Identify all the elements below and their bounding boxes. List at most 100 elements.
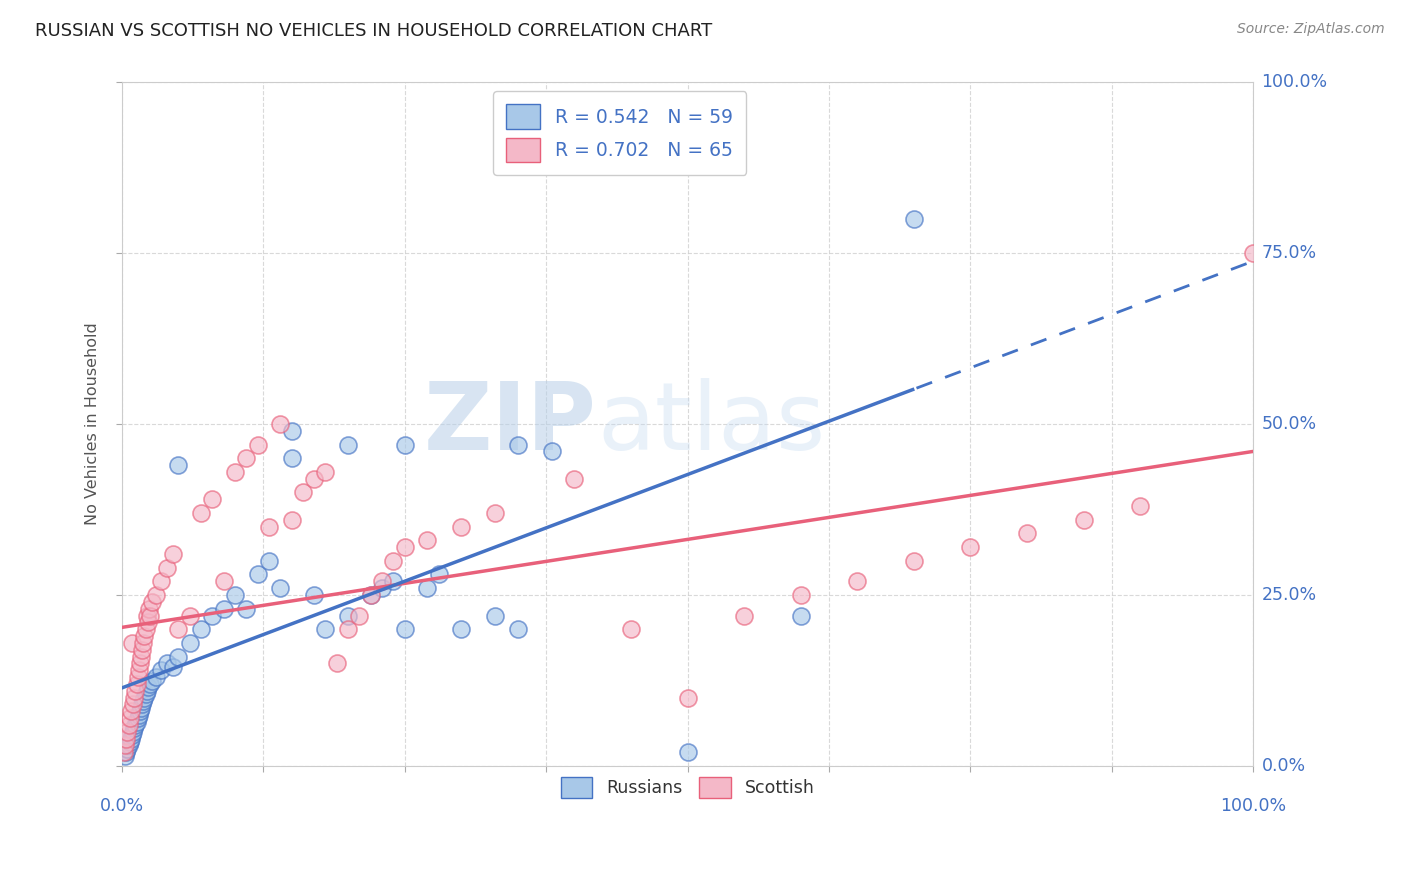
Point — [114, 739, 136, 753]
Point — [235, 601, 257, 615]
Point — [360, 588, 382, 602]
Point — [120, 731, 142, 746]
Point — [212, 601, 235, 615]
Point — [127, 670, 149, 684]
Point — [190, 622, 212, 636]
Point — [150, 663, 173, 677]
Point — [150, 574, 173, 589]
Point — [167, 458, 190, 472]
Point — [427, 567, 450, 582]
Point — [676, 690, 699, 705]
Point — [540, 444, 562, 458]
Point — [416, 581, 439, 595]
Point — [280, 451, 302, 466]
Point — [136, 681, 159, 695]
Point — [122, 724, 145, 739]
Point — [291, 485, 314, 500]
Point — [224, 588, 246, 602]
Point — [179, 608, 201, 623]
Text: atlas: atlas — [598, 378, 825, 470]
Point — [371, 574, 394, 589]
Point — [314, 465, 336, 479]
Point — [1073, 513, 1095, 527]
Point — [201, 492, 224, 507]
Point — [125, 714, 148, 729]
Point — [1015, 526, 1038, 541]
Point — [190, 506, 212, 520]
Text: 100.0%: 100.0% — [1261, 73, 1327, 91]
Point — [118, 735, 141, 749]
Point — [156, 657, 179, 671]
Point — [846, 574, 869, 589]
Point — [257, 554, 280, 568]
Point — [136, 615, 159, 630]
Text: 0.0%: 0.0% — [1261, 757, 1306, 775]
Point — [382, 574, 405, 589]
Point — [394, 540, 416, 554]
Point — [314, 622, 336, 636]
Point — [129, 657, 152, 671]
Point — [128, 707, 150, 722]
Point — [117, 718, 139, 732]
Point — [121, 636, 143, 650]
Point — [382, 554, 405, 568]
Point — [484, 506, 506, 520]
Point — [564, 472, 586, 486]
Text: ZIP: ZIP — [425, 378, 598, 470]
Point — [117, 742, 139, 756]
Y-axis label: No Vehicles in Household: No Vehicles in Household — [86, 323, 100, 525]
Point — [141, 673, 163, 688]
Point — [201, 608, 224, 623]
Point — [506, 437, 529, 451]
Point — [117, 739, 139, 753]
Point — [903, 554, 925, 568]
Point — [132, 694, 155, 708]
Point — [129, 649, 152, 664]
Text: 100.0%: 100.0% — [1220, 797, 1286, 814]
Point — [394, 437, 416, 451]
Point — [246, 567, 269, 582]
Text: 0.0%: 0.0% — [100, 797, 143, 814]
Point — [302, 588, 325, 602]
Text: 75.0%: 75.0% — [1261, 244, 1317, 262]
Point — [135, 687, 157, 701]
Point — [959, 540, 981, 554]
Point — [124, 718, 146, 732]
Point — [349, 608, 371, 623]
Point — [129, 701, 152, 715]
Text: RUSSIAN VS SCOTTISH NO VEHICLES IN HOUSEHOLD CORRELATION CHART: RUSSIAN VS SCOTTISH NO VEHICLES IN HOUSE… — [35, 22, 713, 40]
Point — [224, 465, 246, 479]
Point — [269, 417, 291, 431]
Point — [257, 519, 280, 533]
Point — [122, 698, 145, 712]
Point — [620, 622, 643, 636]
Point — [139, 677, 162, 691]
Point — [129, 704, 152, 718]
Point — [124, 690, 146, 705]
Point — [145, 670, 167, 684]
Point — [114, 748, 136, 763]
Point — [212, 574, 235, 589]
Point — [131, 642, 153, 657]
Point — [280, 513, 302, 527]
Point — [117, 724, 139, 739]
Point — [903, 211, 925, 226]
Point — [162, 660, 184, 674]
Text: 25.0%: 25.0% — [1261, 586, 1317, 604]
Point — [139, 608, 162, 623]
Point — [167, 649, 190, 664]
Point — [112, 745, 135, 759]
Point — [1241, 246, 1264, 260]
Point — [235, 451, 257, 466]
Point — [789, 588, 811, 602]
Point — [450, 622, 472, 636]
Text: 50.0%: 50.0% — [1261, 415, 1317, 433]
Point — [131, 698, 153, 712]
Point — [394, 622, 416, 636]
Point — [162, 547, 184, 561]
Point — [115, 731, 138, 746]
Point — [326, 657, 349, 671]
Point — [120, 704, 142, 718]
Legend: Russians, Scottish: Russians, Scottish — [554, 770, 821, 805]
Point — [450, 519, 472, 533]
